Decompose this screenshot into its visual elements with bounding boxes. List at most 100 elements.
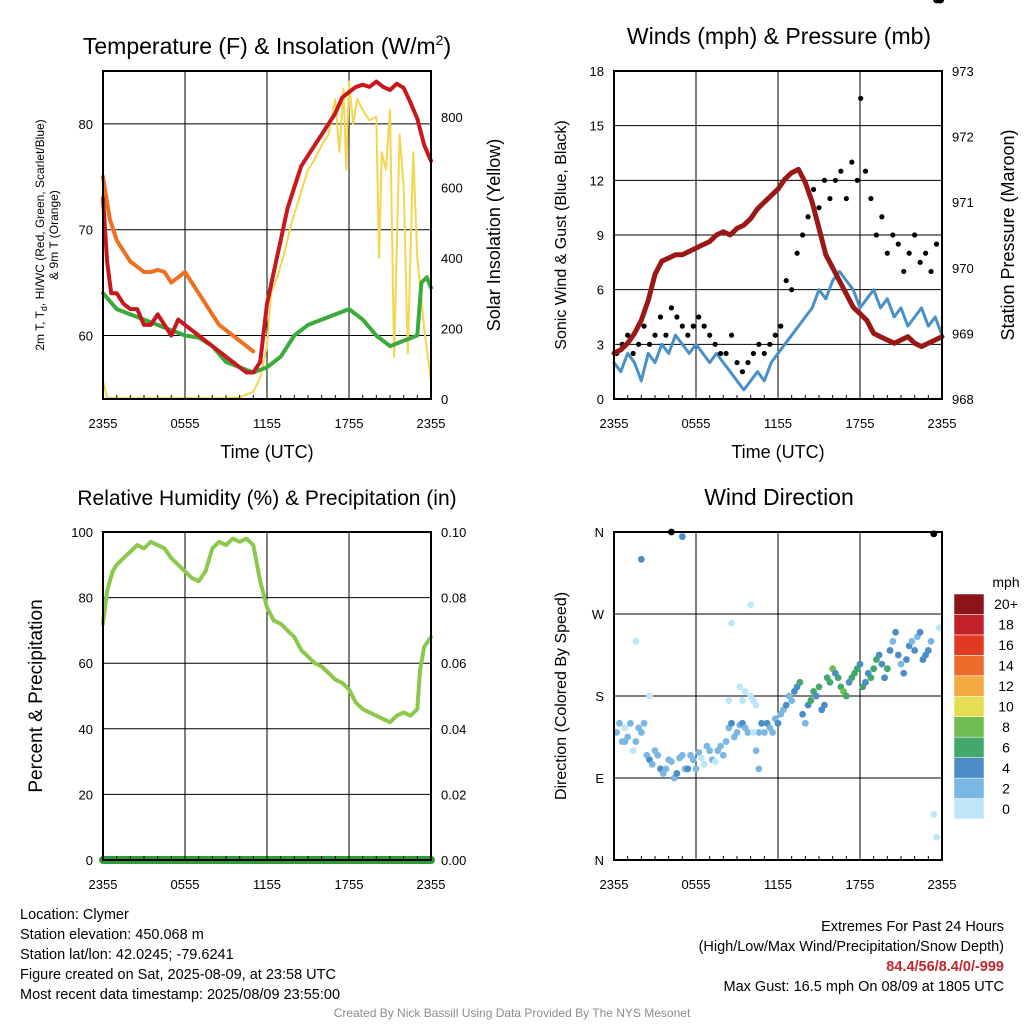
wdir-xtick-label: 1155 xyxy=(764,877,792,892)
gust-point xyxy=(805,214,811,220)
gust-point xyxy=(685,332,691,338)
direction-point xyxy=(695,749,703,756)
wdir-xtick-label: 0555 xyxy=(682,877,711,892)
direction-point xyxy=(801,719,809,727)
gust-point xyxy=(789,287,795,293)
temp-y2tick-label: 400 xyxy=(441,251,463,266)
rh-xtick-label: 2355 xyxy=(89,877,118,892)
gust-point xyxy=(739,369,746,375)
station-elevation: Station elevation: 450.068 m xyxy=(20,927,204,943)
direction-point xyxy=(627,719,634,727)
winds-ylabel-left: Sonic Wind & Gust (Blue, Black) xyxy=(553,120,570,349)
direction-point xyxy=(750,729,757,736)
gust-point xyxy=(879,214,885,220)
wdir-ytick-label: N xyxy=(595,853,604,868)
direction-point xyxy=(758,719,765,727)
colorbar-title: mph xyxy=(992,574,1019,590)
winds-ytick-label: 3 xyxy=(597,337,604,352)
colorbar-label: 2 xyxy=(1002,780,1010,796)
direction-point xyxy=(892,628,899,636)
direction-point xyxy=(903,656,910,663)
temp-ytick-label: 80 xyxy=(79,117,93,132)
temp-xtick-label: 2355 xyxy=(89,416,118,431)
gust-point xyxy=(933,241,940,247)
colorbar-label: 16 xyxy=(998,637,1014,653)
speed-colorbar: 0 2 4 6 8 10 12 14 16 18 20+ xyxy=(953,593,1018,820)
colorbar-swatch xyxy=(953,798,985,820)
direction-point xyxy=(689,756,697,764)
gust-point xyxy=(690,323,696,329)
temp-ytick-label: 60 xyxy=(79,329,93,344)
direction-point xyxy=(933,833,940,841)
figure-created: Figure created on Sat, 2025-08-09, at 23… xyxy=(20,967,336,983)
winds-ytick-label: 0 xyxy=(597,392,604,407)
series-dewpoint-line xyxy=(101,275,433,375)
temp-xtick-label: 1755 xyxy=(335,416,364,431)
direction-point xyxy=(875,651,883,659)
rh-y2tick-label: 0.06 xyxy=(441,656,466,671)
direction-point xyxy=(894,651,902,659)
rh-panel-title: Relative Humidity (%) & Precipitation (i… xyxy=(77,487,456,510)
gust-point xyxy=(873,232,880,238)
winds-xlabel: Time (UTC) xyxy=(731,442,824,462)
direction-point xyxy=(935,624,943,632)
gust-point xyxy=(696,314,702,320)
colorbar-swatch xyxy=(953,696,985,717)
direction-point xyxy=(632,637,640,645)
colorbar-swatch xyxy=(953,634,985,656)
direction-point xyxy=(815,683,823,691)
direction-point xyxy=(883,665,891,673)
gust-point xyxy=(928,268,934,275)
winds-series xyxy=(611,95,945,392)
extremes-title: Extremes For Past 24 Hours xyxy=(821,919,1004,935)
direction-point xyxy=(870,665,878,673)
direction-point xyxy=(640,719,648,727)
rh-y2tick-label: 0.04 xyxy=(441,722,466,737)
direction-point xyxy=(613,729,621,736)
wdir-panel-title: Wind Direction xyxy=(704,484,854,510)
temp-xlabel: Time (UTC) xyxy=(220,442,313,462)
direction-point xyxy=(769,729,776,736)
direction-point xyxy=(788,697,796,704)
gust-point xyxy=(838,168,844,174)
gust-point xyxy=(663,332,669,338)
direction-point xyxy=(821,701,828,709)
direction-point xyxy=(916,628,924,636)
gust-point xyxy=(884,250,890,256)
gust-point xyxy=(674,314,680,320)
direction-point xyxy=(728,719,735,727)
winds-y2tick-label: 970 xyxy=(952,261,974,276)
gust-point xyxy=(652,332,658,338)
gust-point xyxy=(862,168,869,174)
rh-xtick-label: 0555 xyxy=(171,877,200,892)
rh-ytick-label: 40 xyxy=(79,722,93,737)
direction-point xyxy=(739,697,746,704)
gust-point xyxy=(712,341,718,347)
direction-point xyxy=(878,660,886,668)
rh-xtick-label: 1155 xyxy=(253,877,281,892)
gust-point xyxy=(923,250,929,256)
gust-point xyxy=(723,350,729,357)
gust-point xyxy=(868,195,874,202)
rh-ylabel-left: Percent & Precipitation xyxy=(26,599,47,792)
gust-point xyxy=(854,177,860,183)
direction-point xyxy=(654,751,662,759)
winds-y2tick-label: 968 xyxy=(952,392,974,407)
direction-point xyxy=(782,701,790,709)
gust-point xyxy=(728,332,735,338)
direction-point xyxy=(856,660,864,668)
gust-point xyxy=(630,350,636,357)
rh-y2tick-label: 0.08 xyxy=(441,591,466,606)
colorbar-swatch xyxy=(953,777,985,799)
rh-y2tick-label: 0.10 xyxy=(441,525,466,540)
direction-point xyxy=(684,765,692,773)
wdir-ticks: 2355 0555 1155 1755 2355 N E S W N xyxy=(592,525,957,892)
gust-point xyxy=(668,305,675,311)
series-temp-line xyxy=(101,79,433,375)
direction-point xyxy=(927,637,935,645)
colorbar-swatch xyxy=(953,655,985,677)
colorbar-label: 18 xyxy=(998,617,1014,633)
direction-point xyxy=(747,601,755,609)
gust-point xyxy=(816,205,822,211)
